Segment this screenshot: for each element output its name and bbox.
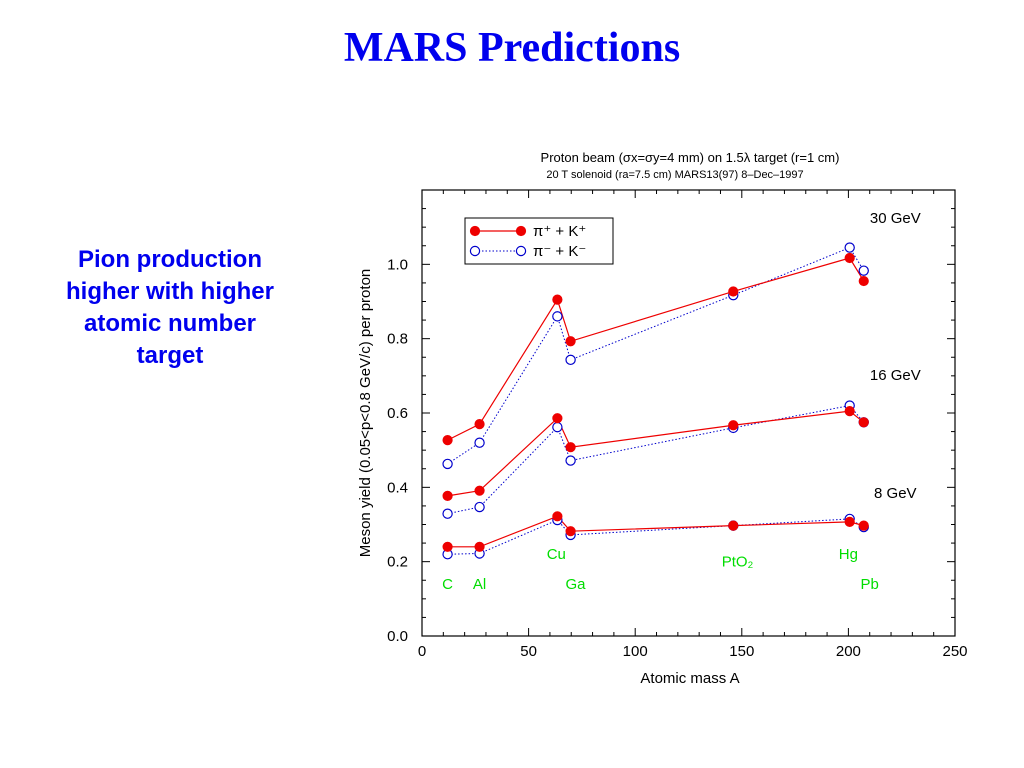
data-point-negative xyxy=(565,455,576,466)
x-tick-label: 200 xyxy=(836,643,861,660)
x-tick-label: 150 xyxy=(729,643,754,660)
y-tick-label: 0.2 xyxy=(387,554,408,571)
element-label: Al xyxy=(473,576,486,593)
data-point-positive xyxy=(442,541,453,552)
data-point-positive xyxy=(858,520,869,531)
data-point-positive xyxy=(844,252,855,264)
data-point-positive xyxy=(474,485,485,496)
data-point-positive xyxy=(552,413,563,424)
data-point-negative xyxy=(565,354,576,366)
legend-label-negative: π⁻ + K⁻ xyxy=(533,243,586,260)
data-point-positive xyxy=(474,419,485,430)
energy-label: 30 GeV xyxy=(870,210,921,227)
data-point-positive xyxy=(728,420,739,431)
series-line-negative xyxy=(447,246,865,465)
y-tick-label: 0.4 xyxy=(387,479,408,496)
element-label: Hg xyxy=(839,546,858,563)
legend-marker-negative xyxy=(469,245,481,257)
data-point-negative xyxy=(442,458,453,470)
element-label: Ga xyxy=(565,576,586,593)
data-point-positive xyxy=(565,336,576,347)
plot-area: 0 50 100 150 200 250 0.0 0.2 0.4 0.6 0.8 1.0 30 GeV 1… xyxy=(387,189,968,660)
chart-title-line-1: Proton beam (σx=σy=4 mm) on 1.5λ target … xyxy=(541,150,840,165)
series-line-positive xyxy=(447,515,864,548)
legend-marker-positive xyxy=(515,225,527,237)
data-point-negative xyxy=(552,311,563,322)
legend-label-positive: π⁺ + K⁺ xyxy=(533,223,586,240)
y-tick-label: 0.0 xyxy=(387,628,408,645)
data-point-positive xyxy=(728,286,739,297)
legend-marker-positive xyxy=(469,225,481,237)
x-tick-label: 50 xyxy=(520,643,537,660)
data-point-positive xyxy=(728,520,739,531)
legend-box xyxy=(464,217,614,265)
y-tick-label: 0.6 xyxy=(387,405,408,422)
series-line-negative xyxy=(447,518,865,555)
series-line-positive xyxy=(447,257,865,441)
side-note: Pion production higher with higher atomi… xyxy=(20,244,320,372)
side-note-line: target xyxy=(136,342,204,369)
series-line-negative xyxy=(447,405,865,515)
data-point-positive xyxy=(565,526,576,537)
x-axis-label: Atomic mass A xyxy=(640,670,739,687)
data-point-positive xyxy=(552,294,563,305)
data-point-positive xyxy=(844,516,855,527)
data-point-positive xyxy=(442,435,453,446)
chart-title-line-2: 20 T solenoid (ra=7.5 cm) MARS13(97) 8–D… xyxy=(546,169,803,181)
data-point-positive xyxy=(442,490,453,501)
data-point-negative xyxy=(474,501,485,513)
y-tick-label: 0.8 xyxy=(387,331,408,348)
side-note-line: Pion production xyxy=(78,246,262,273)
x-tick-label: 0 xyxy=(418,643,426,660)
meson-yield-chart: Proton beam (σx=σy=4 mm) on 1.5λ target … xyxy=(357,150,968,687)
data-point-positive xyxy=(844,406,855,417)
data-point-negative xyxy=(474,437,485,448)
slide-title: MARS Predictions xyxy=(343,25,681,71)
element-label: Pb xyxy=(861,576,879,593)
series-line-positive xyxy=(447,410,865,497)
x-tick-label: 100 xyxy=(623,643,648,660)
y-axis-label: Meson yield (0.05<p<0.8 GeV/c) per proto… xyxy=(357,269,374,558)
data-point-positive xyxy=(858,417,869,428)
data-point-negative xyxy=(442,508,453,519)
element-label: PtO₂ xyxy=(722,554,754,571)
side-note-line: higher with higher xyxy=(66,278,274,305)
element-label: Cu xyxy=(547,546,566,563)
data-point-positive xyxy=(552,511,563,522)
x-tick-label: 250 xyxy=(942,643,967,660)
data-point-positive xyxy=(474,541,485,552)
data-point-negative xyxy=(858,265,869,276)
side-note-line: atomic number xyxy=(83,310,257,337)
y-tick-label: 1.0 xyxy=(387,256,408,273)
data-point-negative xyxy=(844,242,855,253)
legend-marker-negative xyxy=(515,245,527,257)
data-point-positive xyxy=(565,442,576,453)
energy-label: 8 GeV xyxy=(874,485,917,502)
energy-label: 16 GeV xyxy=(870,367,921,384)
data-point-negative xyxy=(552,421,563,433)
element-label: C xyxy=(442,576,453,593)
data-point-positive xyxy=(858,275,869,287)
